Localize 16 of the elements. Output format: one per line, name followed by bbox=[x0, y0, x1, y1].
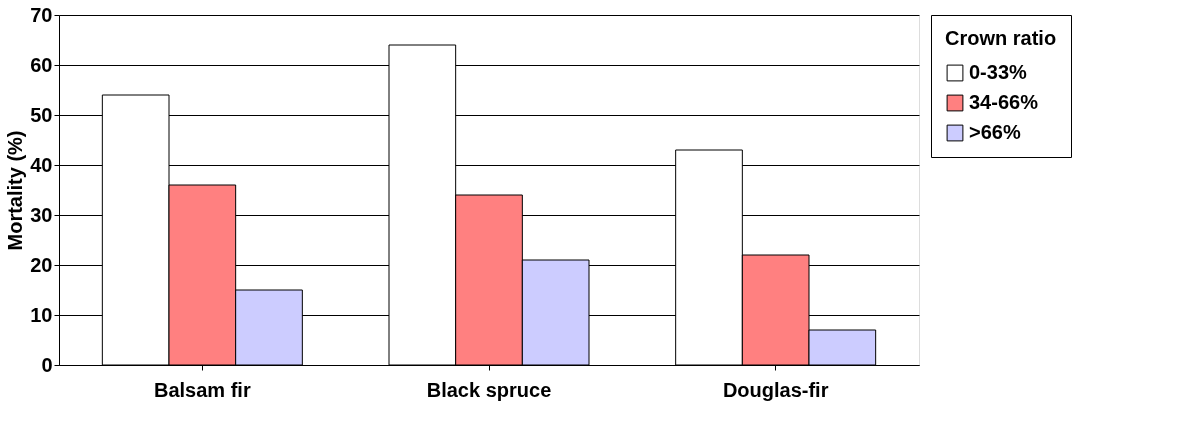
y-tick-label: 60 bbox=[30, 53, 53, 76]
y-axis-title: Mortality (%) bbox=[4, 130, 27, 251]
y-tick-label: 0 bbox=[41, 353, 53, 376]
legend-title: Crown ratio bbox=[945, 27, 1057, 49]
x-tick-label: Douglas-fir bbox=[722, 378, 829, 401]
y-tick-label: 10 bbox=[30, 303, 53, 326]
y-tick-label: 30 bbox=[30, 203, 53, 226]
y-tick-label: 20 bbox=[30, 253, 53, 276]
legend-label: 34-66% bbox=[969, 91, 1039, 113]
legend-label: >66% bbox=[969, 121, 1021, 143]
y-tick-label: 50 bbox=[30, 103, 53, 126]
y-tick-label: 40 bbox=[30, 153, 53, 176]
x-tick-label: Balsam fir bbox=[153, 378, 251, 401]
x-tick-label: Black spruce bbox=[426, 378, 552, 401]
y-tick-label: 70 bbox=[30, 3, 53, 26]
legend-label: 0-33% bbox=[969, 61, 1028, 83]
